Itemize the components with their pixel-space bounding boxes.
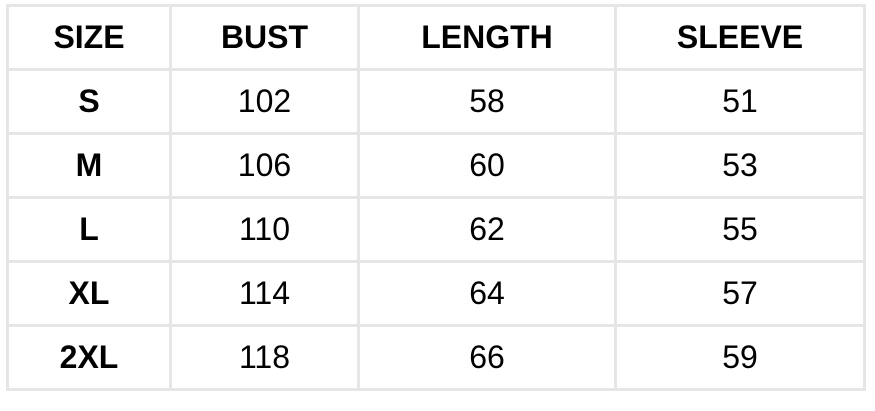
cell-length: 66	[357, 324, 617, 391]
cell-sleeve: 55	[614, 196, 866, 263]
cell-bust: 110	[169, 196, 360, 263]
cell-length: 58	[357, 68, 617, 135]
size-chart-table: SIZE BUST LENGTH SLEEVE S 102 58 51 M 106 60 53…	[6, 4, 866, 391]
header-length: LENGTH	[357, 4, 617, 71]
header-sleeve: SLEEVE	[614, 4, 866, 71]
header-row: SIZE BUST LENGTH SLEEVE	[6, 4, 866, 71]
cell-sleeve: 51	[614, 68, 866, 135]
cell-bust: 106	[169, 132, 360, 199]
cell-bust: 118	[169, 324, 360, 391]
cell-length: 60	[357, 132, 617, 199]
cell-sleeve: 53	[614, 132, 866, 199]
table-row: 2XL 118 66 59	[6, 324, 866, 391]
cell-length: 62	[357, 196, 617, 263]
cell-size: L	[6, 196, 172, 263]
cell-size: M	[6, 132, 172, 199]
header-size: SIZE	[6, 4, 172, 71]
cell-sleeve: 59	[614, 324, 866, 391]
header-bust: BUST	[169, 4, 360, 71]
cell-size: XL	[6, 260, 172, 327]
cell-bust: 114	[169, 260, 360, 327]
table-row: XL 114 64 57	[6, 260, 866, 327]
cell-size: S	[6, 68, 172, 135]
table-row: M 106 60 53	[6, 132, 866, 199]
cell-bust: 102	[169, 68, 360, 135]
cell-size: 2XL	[6, 324, 172, 391]
cell-sleeve: 57	[614, 260, 866, 327]
table-row: L 110 62 55	[6, 196, 866, 263]
table-row: S 102 58 51	[6, 68, 866, 135]
cell-length: 64	[357, 260, 617, 327]
